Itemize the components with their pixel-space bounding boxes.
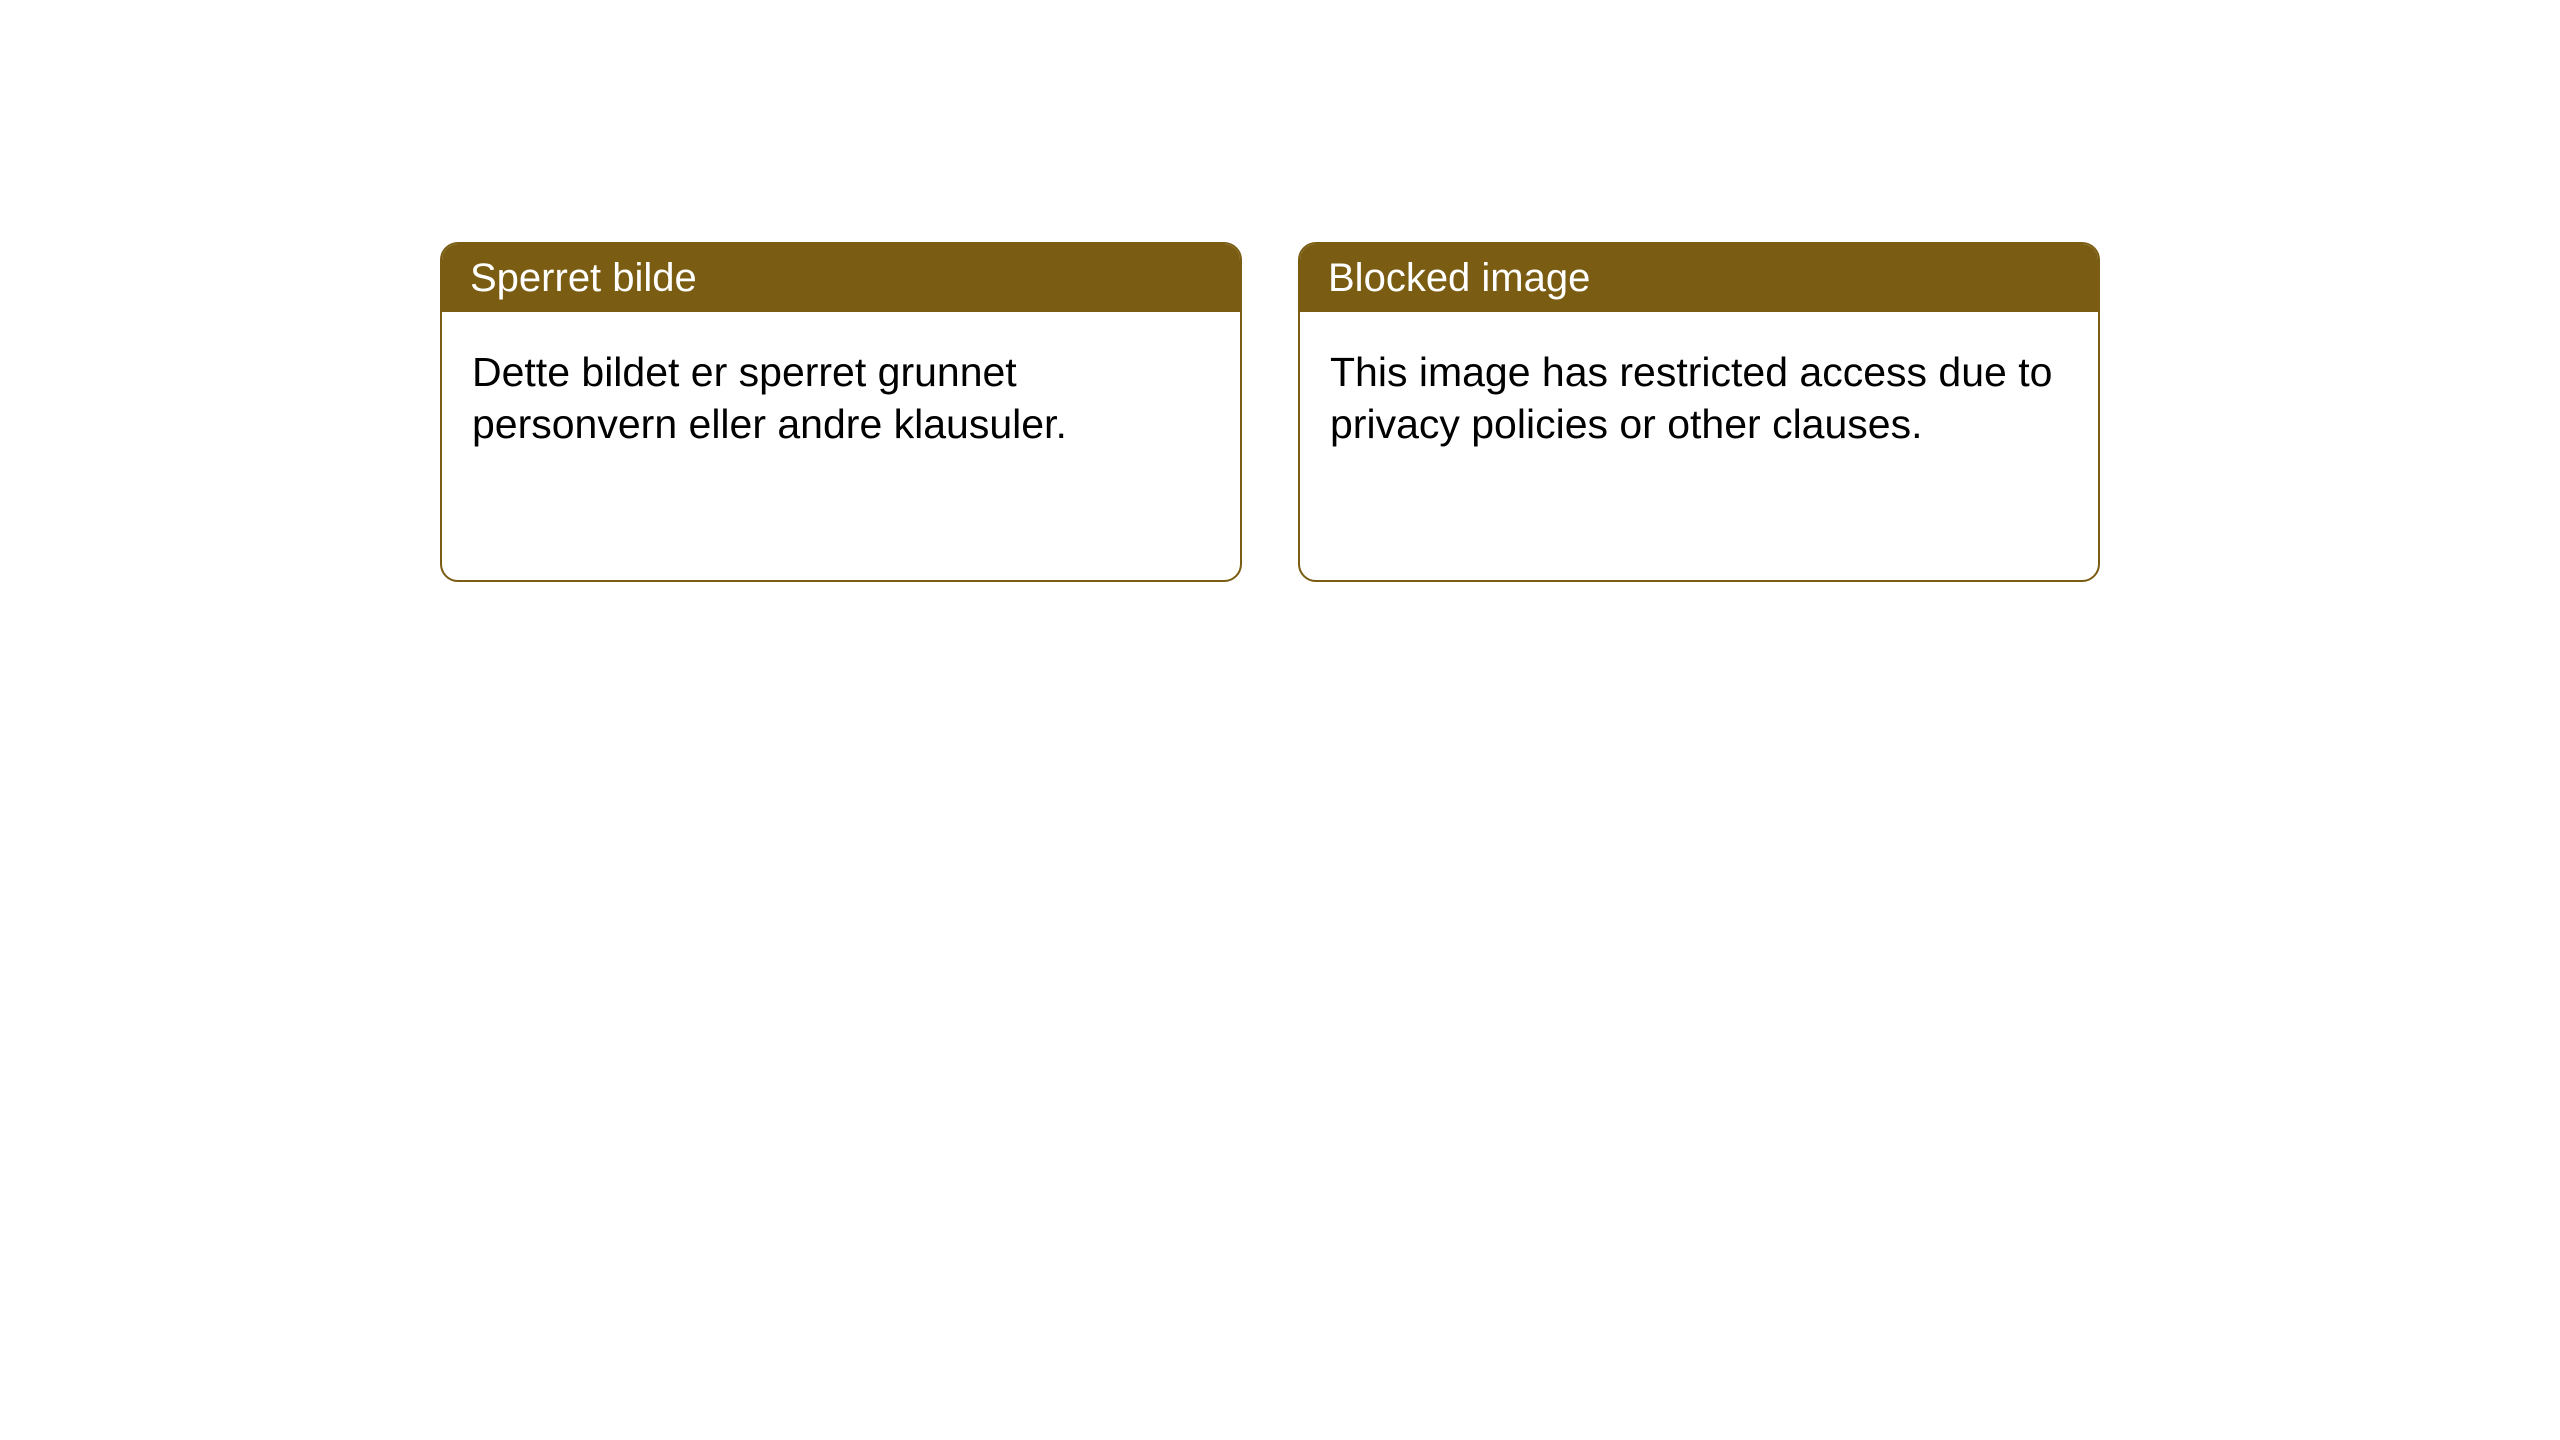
card-body-text: This image has restricted access due to … [1330, 349, 2052, 447]
card-body: Dette bildet er sperret grunnet personve… [442, 312, 1240, 485]
card-title: Sperret bilde [470, 256, 697, 300]
cards-container: Sperret bilde Dette bildet er sperret gr… [0, 0, 2560, 582]
card-body: This image has restricted access due to … [1300, 312, 2098, 485]
card-title: Blocked image [1328, 256, 1590, 300]
card-header: Sperret bilde [442, 244, 1240, 312]
blocked-image-card-no: Sperret bilde Dette bildet er sperret gr… [440, 242, 1242, 582]
card-header: Blocked image [1300, 244, 2098, 312]
card-body-text: Dette bildet er sperret grunnet personve… [472, 349, 1067, 447]
blocked-image-card-en: Blocked image This image has restricted … [1298, 242, 2100, 582]
